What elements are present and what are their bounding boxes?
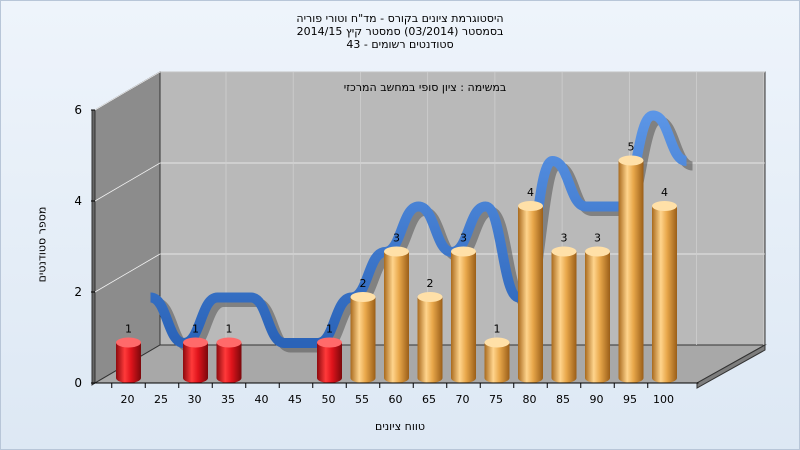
x-tick-label: 25 [154,393,168,406]
bar-top [417,292,443,302]
x-tick-label: 85 [556,393,570,406]
bar [451,251,476,383]
chart-title: היסטוגרמת ציונים בקורס - מד"ח וטורי פורי… [250,12,550,51]
bar [551,251,577,383]
x-tick-label: 95 [623,393,637,406]
x-tick-label: 55 [355,393,369,406]
y-tick-label: 2 [74,285,82,299]
y-axis-label: מספר סטודנטים [35,206,49,283]
bar-top [116,337,141,348]
bar [652,206,677,383]
y-tick-label: 0 [74,376,82,390]
bar-top [183,337,208,348]
x-tick-label: 60 [389,393,403,406]
x-tick-label: 75 [489,393,503,406]
bar-top [585,246,610,257]
data-label: 5 [628,141,635,154]
bar [384,251,409,383]
x-tick-label: 20 [121,393,135,406]
title-line-3: סטודנטים רשומים - 43 [346,38,454,51]
distribution-curve [149,110,688,348]
data-label: 2 [427,277,434,290]
bar [417,297,443,383]
bar [518,206,543,383]
bar-top [317,337,342,348]
bar-top [451,246,476,257]
bar-top [652,201,677,211]
left-edge [91,109,96,386]
x-tick-label: 100 [653,393,674,406]
x-tick-label: 70 [456,393,470,406]
bar-top [618,155,644,166]
bar [618,160,644,383]
bar [350,297,376,383]
data-label: 1 [326,323,333,336]
data-label: 3 [594,232,601,245]
data-label: 4 [527,186,534,199]
data-label: 1 [125,323,132,336]
chart-annotation: במשימה : ציון סופי במחשב המרכזי [344,81,507,94]
data-label: 3 [460,232,467,245]
data-label: 3 [393,232,400,245]
y-tick-label: 6 [74,103,82,117]
bar [116,342,141,383]
bar [317,342,342,383]
bar-top [518,201,543,211]
bar-top [384,246,409,257]
x-tick-label: 45 [288,393,302,406]
bar [484,342,510,383]
data-label: 4 [661,186,668,199]
side-wall [94,71,161,384]
x-tick-label: 35 [221,393,235,406]
bar-top [484,337,510,348]
bar-top [551,246,577,257]
y-tick-label: 4 [74,194,82,208]
data-label: 1 [494,323,501,336]
bar-top [350,292,376,302]
x-tick-label: 65 [422,393,436,406]
x-tick-label: 30 [188,393,202,406]
bar-top [216,337,242,348]
x-tick-label: 90 [590,393,604,406]
title-line-1: היסטוגרמת ציונים בקורס - מד"ח וטורי פורי… [296,12,504,25]
x-axis-label: טווח ציונים [375,420,425,433]
data-label: 3 [561,232,568,245]
bar [216,342,242,383]
bar [183,342,208,383]
x-tick-label: 50 [322,393,336,406]
x-tick-label: 40 [255,393,269,406]
data-label: 1 [192,323,199,336]
bar [585,251,610,383]
x-tick-label: 80 [523,393,537,406]
title-line-2: בסמסטר (03/2014) סמסטר קיץ 2014/15 [296,25,504,38]
floor-edge [696,344,766,389]
data-label: 2 [360,277,367,290]
data-label: 1 [226,323,233,336]
gridline-3 [94,71,765,111]
